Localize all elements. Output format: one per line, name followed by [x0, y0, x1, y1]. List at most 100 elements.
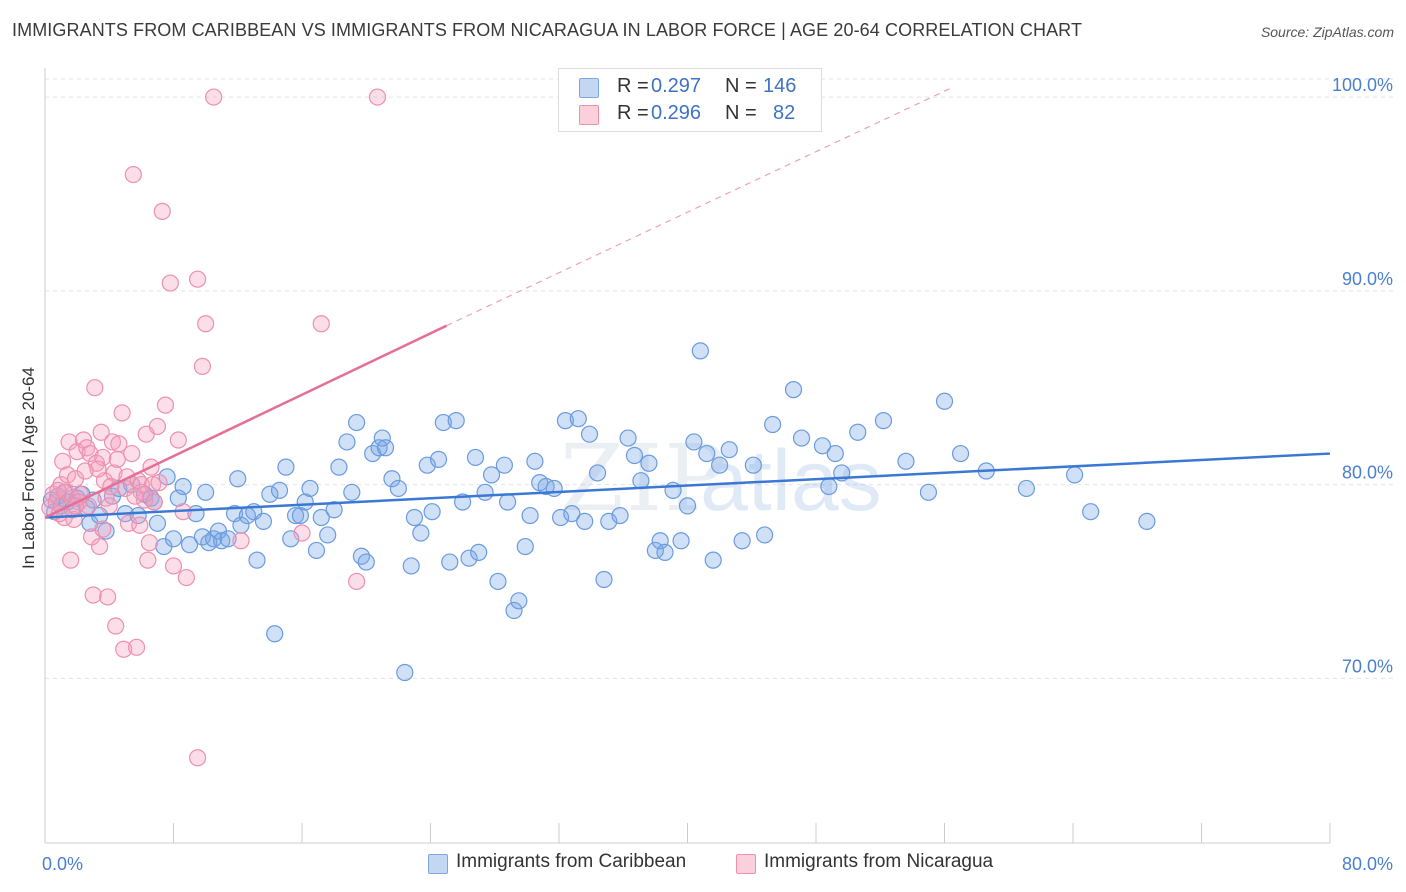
data-point-caribbean	[1017, 479, 1036, 498]
data-point-caribbean	[330, 458, 348, 476]
data-point-caribbean	[588, 464, 607, 482]
y-axis-label: In Labor Force | Age 20-64	[19, 367, 38, 569]
data-point-caribbean	[402, 557, 420, 575]
data-point-caribbean	[277, 458, 295, 476]
data-point-nicaragua	[115, 640, 133, 658]
data-point-caribbean	[376, 439, 395, 457]
data-point-caribbean	[319, 526, 337, 544]
trend-line-caribbean	[44, 452, 1331, 519]
data-point-nicaragua	[161, 274, 179, 292]
data-point-caribbean	[286, 506, 305, 525]
data-point-caribbean	[164, 530, 183, 548]
y-tick-label: 90.0%	[1342, 269, 1393, 289]
data-point-nicaragua	[49, 481, 67, 499]
data-point-caribbean	[569, 410, 587, 428]
data-point-caribbean	[711, 456, 729, 474]
legend-r-value: 0.297	[651, 75, 702, 97]
tick-labels: 70.0% 80.0% 90.0% 100.0% 0.0% 80.0%	[42, 75, 1393, 874]
data-point-caribbean	[389, 479, 407, 498]
data-point-caribbean	[248, 551, 266, 569]
data-point-caribbean	[441, 553, 459, 571]
data-point-nicaragua	[153, 202, 171, 220]
data-point-caribbean	[792, 429, 811, 447]
data-point-nicaragua	[348, 572, 366, 591]
data-point-caribbean	[343, 483, 361, 501]
data-point-nicaragua	[293, 524, 311, 542]
trend-line-nicaragua	[44, 324, 448, 519]
data-point-nicaragua	[91, 537, 109, 556]
series-legend-swatch-nicaragua	[736, 854, 756, 874]
data-point-caribbean	[219, 530, 237, 548]
data-point-caribbean	[396, 663, 414, 682]
data-point-caribbean	[291, 506, 309, 525]
data-point-caribbean	[764, 415, 782, 434]
data-point-caribbean	[261, 485, 279, 503]
data-point-nicaragua	[92, 423, 110, 441]
data-point-nicaragua	[124, 165, 142, 184]
legend-r-value: 0.296	[651, 102, 702, 124]
data-point-nicaragua	[193, 357, 212, 375]
data-point-caribbean	[897, 452, 915, 470]
data-point-nicaragua	[81, 444, 99, 463]
axes	[44, 68, 1331, 844]
data-point-caribbean	[412, 524, 430, 542]
data-point-caribbean	[685, 433, 703, 451]
data-point-caribbean	[383, 470, 401, 488]
data-point-caribbean	[691, 342, 709, 360]
data-point-caribbean	[672, 532, 690, 550]
data-point-caribbean	[826, 444, 844, 463]
legend-n-value: 146	[763, 75, 797, 97]
data-point-caribbean	[744, 456, 762, 474]
data-point-caribbean	[266, 625, 284, 643]
chart-title: IMMIGRANTS FROM CARIBBEAN VS IMMIGRANTS …	[12, 20, 1083, 40]
data-point-nicaragua	[76, 462, 94, 480]
data-point-caribbean	[213, 532, 231, 550]
data-point-caribbean	[874, 412, 893, 430]
data-point-caribbean	[229, 470, 247, 488]
data-point-caribbean	[632, 472, 650, 490]
y-tick-label: 70.0%	[1342, 656, 1393, 676]
data-point-caribbean	[254, 512, 273, 530]
data-point-nicaragua	[127, 638, 146, 656]
x-tick-label: 80.0%	[1342, 854, 1393, 874]
correlation-legend: R = 0.297 N = 146 R = 0.296 N = 82	[558, 68, 822, 132]
data-point-nicaragua	[205, 88, 223, 106]
data-point-caribbean	[698, 444, 716, 463]
legend-swatch-nicaragua	[579, 105, 599, 125]
data-point-nicaragua	[99, 588, 117, 606]
data-point-caribbean	[423, 503, 441, 521]
data-point-caribbean	[270, 481, 289, 499]
data-point-caribbean	[357, 553, 375, 571]
data-point-caribbean	[563, 505, 581, 523]
data-point-caribbean	[434, 413, 452, 432]
data-point-caribbean	[656, 543, 674, 561]
data-point-nicaragua	[156, 396, 175, 414]
data-point-caribbean	[405, 508, 424, 527]
data-point-caribbean	[1066, 466, 1084, 484]
data-point-caribbean	[720, 441, 738, 459]
data-point-caribbean	[951, 444, 970, 463]
legend-n-label: N =	[725, 102, 757, 124]
data-point-caribbean	[678, 497, 697, 515]
trend-lines	[44, 86, 1331, 519]
y-tick-label: 80.0%	[1342, 463, 1393, 483]
data-point-nicaragua	[113, 404, 131, 422]
legend-n-value: 82	[773, 102, 796, 124]
data-point-nicaragua	[54, 452, 72, 470]
data-point-nicaragua	[150, 474, 168, 492]
series-legend-swatch-caribbean	[428, 854, 448, 874]
data-point-caribbean	[148, 514, 167, 532]
data-point-caribbean	[640, 454, 658, 472]
data-point-caribbean	[325, 501, 343, 519]
data-point-caribbean	[338, 433, 356, 451]
data-point-caribbean	[505, 601, 523, 620]
data-point-nicaragua	[188, 749, 207, 767]
data-point-caribbean	[611, 506, 629, 525]
data-point-caribbean	[755, 526, 774, 544]
legend-r-label: R =	[617, 102, 649, 124]
data-point-caribbean	[576, 512, 594, 530]
data-point-caribbean	[307, 541, 326, 560]
data-point-nicaragua	[164, 557, 183, 575]
grid-lines	[45, 78, 1395, 679]
